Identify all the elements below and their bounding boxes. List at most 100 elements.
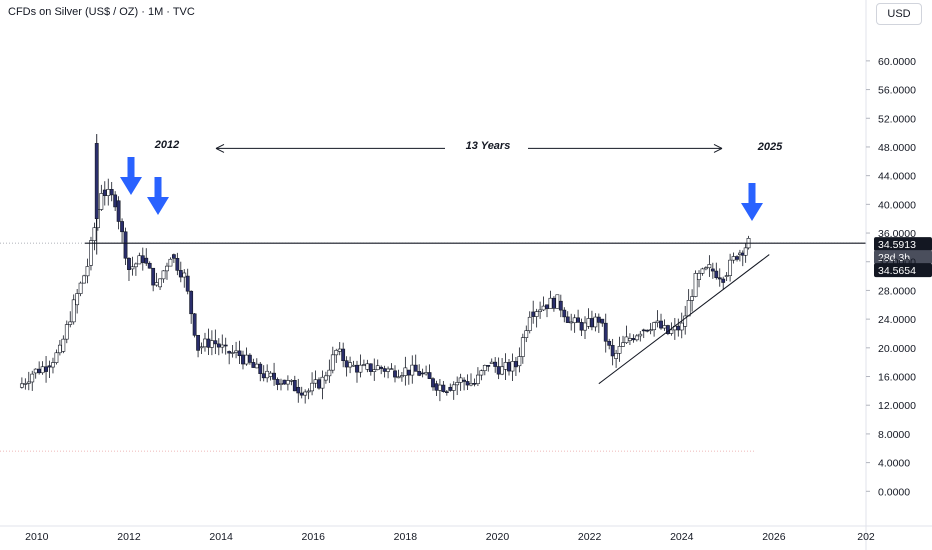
y-tick-label: 12.0000 bbox=[878, 400, 916, 412]
candle-body bbox=[472, 383, 477, 385]
candle-body bbox=[586, 318, 591, 327]
x-tick-label: 202 bbox=[857, 531, 875, 543]
candle-body bbox=[717, 277, 722, 280]
arrow-down-icon bbox=[741, 183, 763, 221]
candle-body bbox=[127, 257, 131, 270]
arrow-shaft bbox=[154, 177, 162, 199]
candle-body bbox=[216, 343, 221, 348]
x-tick-label: 2014 bbox=[209, 531, 233, 543]
candle-body bbox=[244, 354, 249, 365]
candle-body bbox=[628, 338, 632, 341]
y-tick-label: 36.0000 bbox=[878, 228, 916, 240]
candle-body bbox=[44, 366, 48, 372]
x-tick-label: 2018 bbox=[394, 531, 418, 543]
candle-body bbox=[489, 361, 494, 364]
y-tick-label: 8.0000 bbox=[878, 429, 910, 441]
candle-body bbox=[645, 329, 650, 332]
candle-body bbox=[61, 338, 66, 352]
candle-body bbox=[265, 370, 270, 379]
price-tag-label: 34.5654 bbox=[878, 265, 916, 277]
candle-body bbox=[558, 300, 563, 311]
candle-body bbox=[400, 375, 404, 378]
candle-body bbox=[133, 263, 138, 268]
candle-body bbox=[192, 313, 197, 336]
candle-body bbox=[279, 383, 283, 385]
candle-body bbox=[113, 194, 118, 208]
candle-body bbox=[652, 322, 657, 331]
candle-body bbox=[123, 231, 128, 259]
candle-body bbox=[327, 369, 332, 377]
arrow-shaft bbox=[748, 183, 756, 205]
candle-body bbox=[109, 189, 114, 196]
candle-body bbox=[85, 266, 90, 277]
candle-body bbox=[655, 320, 660, 324]
y-tick-label: 32.0000 bbox=[878, 257, 916, 269]
annotation-2025: 2025 bbox=[757, 141, 783, 153]
currency-button[interactable]: USD bbox=[876, 3, 922, 25]
candle-body bbox=[199, 346, 204, 349]
candle-body bbox=[258, 363, 263, 374]
candle-body bbox=[313, 379, 318, 384]
candle-body bbox=[189, 290, 194, 315]
candle-body bbox=[534, 311, 539, 317]
candle-body bbox=[610, 345, 615, 357]
candle-body bbox=[120, 221, 124, 233]
candle-body bbox=[37, 368, 42, 374]
candle-body bbox=[569, 321, 574, 324]
candle-body bbox=[213, 340, 218, 345]
y-tick-label: 48.0000 bbox=[878, 142, 916, 154]
candle-body bbox=[285, 380, 290, 385]
candle-body bbox=[161, 270, 166, 280]
candle-body bbox=[486, 365, 491, 367]
candle-body bbox=[448, 386, 453, 391]
annotation-2012: 2012 bbox=[154, 139, 179, 151]
candle-body bbox=[68, 321, 73, 325]
candle-body bbox=[662, 325, 667, 329]
candle-body bbox=[292, 380, 297, 392]
candle-body bbox=[500, 366, 504, 375]
candle-body bbox=[624, 336, 629, 344]
candle-body bbox=[102, 189, 107, 196]
candle-body bbox=[520, 337, 525, 357]
candle-body bbox=[203, 338, 207, 348]
candle-body bbox=[479, 370, 484, 376]
y-tick-label: 28.0000 bbox=[878, 285, 916, 297]
price-tag-box bbox=[874, 250, 932, 265]
price-tag-box bbox=[874, 237, 932, 252]
candle-body bbox=[562, 309, 567, 318]
candle-body bbox=[686, 300, 691, 317]
candle-body bbox=[517, 356, 522, 367]
y-tick-label: 52.0000 bbox=[878, 113, 916, 125]
candle-body bbox=[47, 365, 52, 368]
candle-body bbox=[503, 362, 508, 370]
candle-body bbox=[693, 273, 698, 297]
x-axis: 2010 2012 2014 2016 2018 2020 2022 2024 2026 202 bbox=[0, 525, 932, 543]
candle-body bbox=[455, 382, 460, 386]
candle-body bbox=[548, 297, 553, 309]
price-tag-box bbox=[874, 263, 932, 278]
candle-body bbox=[26, 381, 31, 384]
candle-body bbox=[254, 363, 259, 369]
candle-body bbox=[555, 294, 560, 309]
candle-body bbox=[116, 200, 121, 222]
candle-body bbox=[317, 379, 321, 389]
candle-body bbox=[679, 322, 684, 331]
candle-body bbox=[631, 338, 636, 341]
candle-body bbox=[690, 296, 695, 301]
candle-body bbox=[393, 370, 397, 378]
candle-body bbox=[78, 282, 83, 294]
candle-body bbox=[444, 391, 449, 393]
y-tick-label: 60.0000 bbox=[878, 56, 916, 68]
candle-body bbox=[590, 318, 594, 328]
candle-body bbox=[524, 330, 529, 338]
candle-body bbox=[365, 363, 370, 370]
candle-body bbox=[507, 362, 511, 372]
candle-body bbox=[241, 354, 245, 365]
y-tick-label: 40.0000 bbox=[878, 199, 916, 211]
candle-body bbox=[310, 382, 314, 392]
candle-body bbox=[424, 372, 428, 375]
y-tick-label: 16.0000 bbox=[878, 372, 916, 384]
candle-body bbox=[410, 364, 415, 376]
